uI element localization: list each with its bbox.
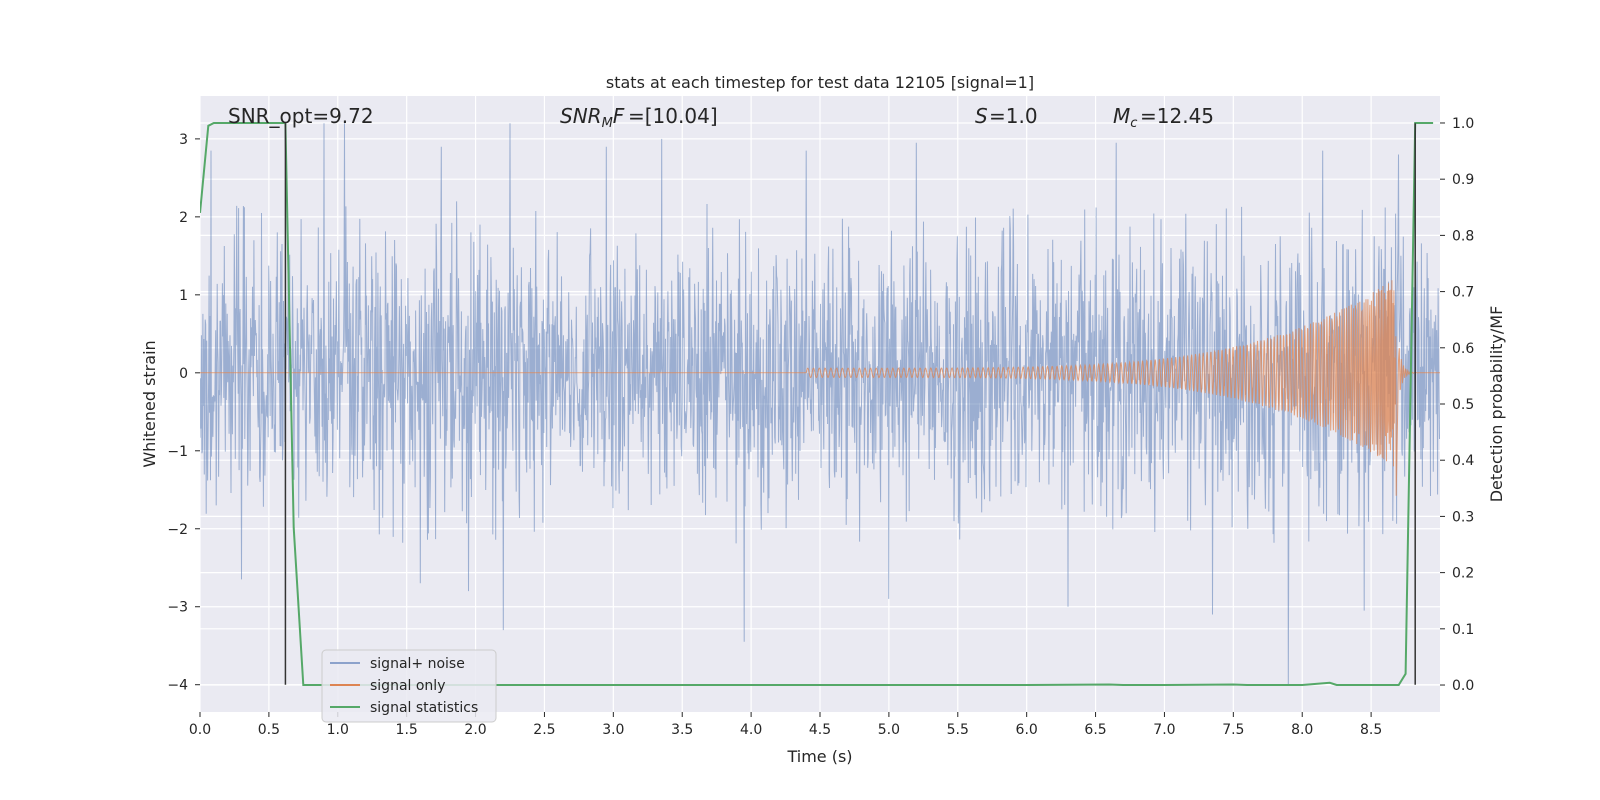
y-tick-label: −4 [167,678,188,694]
y2-tick-label: 0.1 [1452,622,1474,638]
x-tick-label: 8.5 [1360,722,1382,738]
x-tick-label: 5.5 [947,722,969,738]
y2-tick-label: 0.6 [1452,341,1474,357]
y2-tick-label: 0.7 [1452,285,1474,301]
y-axis-label: Whitened strain [140,340,159,467]
annotation-s-value: =1.0 [989,104,1038,128]
y-axis-left: 3 2 1 0 −1 −2 −3 −4 [167,132,200,694]
y2-tick-label: 0.0 [1452,678,1474,694]
annotation-snr-opt: SNR_opt=9.72 [228,104,374,128]
x-axis-label: Time (s) [786,747,852,766]
y2-tick-label: 1.0 [1452,116,1474,132]
annotation-snr-mf: SNRMF =[10.04] [560,104,718,131]
x-tick-label: 1.5 [396,722,418,738]
annotation-snr-mf-symbol: SNRMF [560,104,625,131]
x-tick-label: 3.0 [602,722,624,738]
y2-tick-label: 0.9 [1452,172,1474,188]
series-signal-only-line [200,280,1440,496]
series-layer [200,122,1440,686]
vlines [284,123,1416,685]
y2-tick-label: 0.5 [1452,397,1474,413]
x-tick-label: 8.0 [1291,722,1313,738]
y-axis-right: 1.0 0.9 0.8 0.7 0.6 0.5 0.4 0.3 0.2 0.1 0.0 [1440,116,1474,694]
x-tick-label: 7.5 [1222,722,1244,738]
annotation-mc: Mc =12.45 [1113,104,1214,131]
y-tick-label: 0 [179,366,188,382]
x-tick-label: 1.0 [327,722,349,738]
legend-label-signal-statistics: signal statistics [370,700,478,716]
annotation-s: S =1.0 [975,104,1038,128]
annotation-mc-value: =12.45 [1140,104,1214,128]
series-signal-statistics-line [200,122,1434,686]
x-tick-label: 2.0 [464,722,486,738]
annotation-snr-mf-value: =[10.04] [628,104,718,128]
y-tick-label: 2 [179,210,188,226]
y-tick-label: 1 [179,288,188,304]
x-tick-label: 2.5 [533,722,555,738]
legend-label-signal-noise: signal+ noise [370,656,465,672]
x-tick-label: 7.0 [1153,722,1175,738]
y2-tick-label: 0.4 [1452,453,1474,469]
x-tick-label: 4.0 [740,722,762,738]
y-tick-label: −3 [167,600,188,616]
x-tick-label: 3.5 [671,722,693,738]
y-tick-label: −1 [167,444,188,460]
x-axis: 0.0 0.5 1.0 1.5 2.0 2.5 3.0 3.5 4.0 4.5 5.0 5.5 6.0 6… [189,712,1382,738]
y2-axis-label: Detection probability/MF [1487,306,1506,503]
legend: signal+ noise signal only signal statist… [321,649,497,723]
x-tick-label: 0.0 [189,722,211,738]
y2-tick-label: 0.2 [1452,566,1474,582]
y-tick-label: −2 [167,522,188,538]
x-tick-label: 6.5 [1084,722,1106,738]
series-signal-noise-line [200,123,1440,685]
x-tick-label: 4.5 [809,722,831,738]
x-tick-label: 6.0 [1016,722,1038,738]
legend-box [321,649,497,723]
y2-tick-label: 0.3 [1452,509,1474,525]
annotation-s-symbol: S [975,104,988,128]
chart-title: stats at each timestep for test data 121… [606,73,1034,92]
x-tick-label: 5.0 [878,722,900,738]
legend-label-signal-only: signal only [370,678,445,694]
x-tick-label: 0.5 [258,722,280,738]
y-tick-label: 3 [179,132,188,148]
y2-tick-label: 0.8 [1452,228,1474,244]
